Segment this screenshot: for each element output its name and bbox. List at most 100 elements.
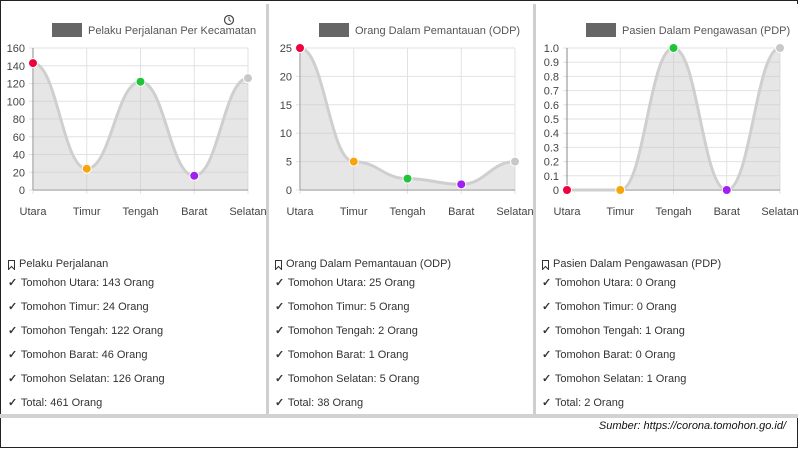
panel-divider — [533, 4, 536, 414]
x-tick-label: Tengah — [389, 206, 425, 218]
check-icon: ✓ — [542, 397, 552, 409]
y-tick-label: 0.8 — [544, 71, 559, 83]
x-tick-label: Utara — [554, 206, 582, 218]
x-tick-label: Timur — [606, 206, 634, 218]
y-tick-label: 60 — [13, 132, 25, 144]
panel-pdp: Pasien Dalam Pengawasan (PDP) 0 0.1 0.2 0.3… — [536, 4, 798, 414]
x-tick-label: Utara — [20, 206, 48, 218]
data-point — [668, 43, 679, 53]
legend-swatch[interactable] — [319, 23, 349, 37]
list-item: ✓ Tomohon Utara: 0 Orang — [542, 277, 676, 289]
panel-pelaku-perjalanan: Pelaku Perjalanan Per Kecamatan 0 20 40 60 8… — [2, 4, 266, 414]
y-tick-label: 0.3 — [544, 142, 559, 154]
list-header: Pelaku Perjalanan — [8, 252, 165, 276]
y-tick-label: 10 — [280, 128, 292, 140]
check-icon: ✓ — [542, 325, 552, 337]
legend-swatch[interactable] — [52, 23, 82, 37]
series-area — [33, 63, 248, 190]
y-tick-label: 0 — [286, 185, 292, 197]
chart-odp: Orang Dalam Pemantauan (ODP) 0 5 10 15 20 25 U… — [280, 23, 533, 218]
source-credit: Sumber: https://corona.tomohon.go.id/ — [599, 420, 786, 432]
data-point — [615, 185, 626, 195]
x-tick-label: Selatan — [761, 206, 798, 218]
check-icon: ✓ — [8, 277, 18, 289]
check-icon: ✓ — [275, 277, 285, 289]
chart-title: Pelaku Perjalanan Per Kecamatan — [88, 25, 256, 37]
x-tick-label: Barat — [448, 206, 474, 218]
chart-pelaku-perjalanan: Pelaku Perjalanan Per Kecamatan 0 20 40 60 8… — [7, 14, 266, 218]
y-tick-label: 15 — [280, 100, 292, 112]
list-item: ✓ Tomohon Timur: 5 Orang — [275, 301, 410, 313]
y-tick-label: 100 — [7, 96, 25, 108]
bottom-bar — [0, 414, 798, 418]
x-tick-label: Utara — [287, 206, 315, 218]
check-icon: ✓ — [542, 349, 552, 361]
list-title: Orang Dalam Pemantauan (ODP) — [286, 258, 452, 270]
list-item: ✓ Tomohon Tengah: 1 Orang — [542, 325, 685, 337]
x-tick-label: Selatan — [229, 206, 266, 218]
source-label: Sumber: — [598, 420, 641, 432]
y-tick-label: 0 — [553, 185, 559, 197]
clock-icon — [223, 14, 235, 26]
check-icon: ✓ — [8, 373, 18, 385]
bookmark-icon — [8, 259, 15, 271]
check-icon: ✓ — [542, 301, 552, 313]
y-tick-label: 40 — [13, 150, 25, 162]
check-icon: ✓ — [8, 301, 18, 313]
data-point — [562, 185, 572, 195]
x-tick-label: Barat — [714, 206, 740, 218]
y-tick-label: 20 — [280, 71, 292, 83]
x-tick-label: Selatan — [496, 206, 533, 218]
list-item: ✓ Tomohon Timur: 24 Orang — [8, 301, 149, 313]
y-tick-label: 0.9 — [544, 57, 559, 69]
y-tick-label: 25 — [280, 43, 292, 55]
y-tick-label: 0.4 — [544, 128, 559, 140]
data-point — [775, 43, 785, 53]
y-tick-label: 0.5 — [544, 114, 559, 126]
list-item-total: ✓ Total: 38 Orang — [275, 397, 364, 409]
list-title: Pelaku Perjalanan — [19, 258, 109, 270]
chart-title: Pasien Dalam Pengawasan (PDP) — [622, 25, 790, 37]
check-icon: ✓ — [275, 301, 285, 313]
x-tick-label: Barat — [181, 206, 207, 218]
list-item: ✓ Tomohon Barat: 1 Orang — [275, 349, 409, 361]
data-point — [243, 73, 253, 84]
list-item: ✓ Tomohon Selatan: 126 Orang — [8, 373, 165, 385]
y-tick-label: 0.1 — [544, 171, 559, 183]
y-tick-label: 140 — [7, 61, 25, 73]
list-item: ✓ Tomohon Barat: 0 Orang — [542, 349, 676, 361]
y-tick-label: 1.0 — [544, 43, 559, 55]
check-icon: ✓ — [275, 373, 285, 385]
data-point — [510, 156, 520, 167]
check-icon: ✓ — [275, 325, 285, 337]
list-item: ✓ Tomohon Tengah: 122 Orang — [8, 325, 164, 337]
chart-title: Orang Dalam Pemantauan (ODP) — [355, 25, 520, 37]
check-icon: ✓ — [542, 373, 552, 385]
y-tick-label: 0.2 — [544, 157, 559, 169]
check-icon: ✓ — [8, 325, 18, 337]
data-point — [28, 58, 38, 69]
y-tick-label: 0.6 — [544, 100, 559, 112]
list-item: ✓ Tomohon Selatan: 5 Orang — [275, 373, 420, 385]
list-header: Orang Dalam Pemantauan (ODP) — [275, 252, 451, 276]
data-point — [348, 156, 359, 167]
y-tick-label: 0 — [19, 185, 25, 197]
data-point — [402, 173, 413, 184]
y-tick-label: 120 — [7, 79, 25, 91]
panel-odp: Orang Dalam Pemantauan (ODP) 0 5 10 15 20 25 U… — [269, 4, 533, 414]
data-point — [81, 163, 92, 174]
legend-swatch[interactable] — [586, 23, 616, 37]
summary-list: Orang Dalam Pemantauan (ODP) ✓ Tomohon U… — [275, 252, 451, 420]
x-tick-label: Tengah — [122, 206, 158, 218]
x-tick-label: Timur — [340, 206, 368, 218]
list-item: ✓ Tomohon Selatan: 1 Orang — [542, 373, 687, 385]
check-icon: ✓ — [275, 397, 285, 409]
source-link[interactable]: https://corona.tomohon.go.id/ — [643, 420, 786, 432]
bookmark-icon — [542, 259, 549, 271]
data-point — [456, 179, 467, 190]
x-tick-label: Tengah — [655, 206, 691, 218]
y-tick-label: 5 — [286, 157, 292, 169]
check-icon: ✓ — [8, 397, 18, 409]
summary-list: Pasien Dalam Pengawasan (PDP) ✓ Tomohon … — [542, 252, 721, 420]
series-line — [299, 46, 516, 186]
